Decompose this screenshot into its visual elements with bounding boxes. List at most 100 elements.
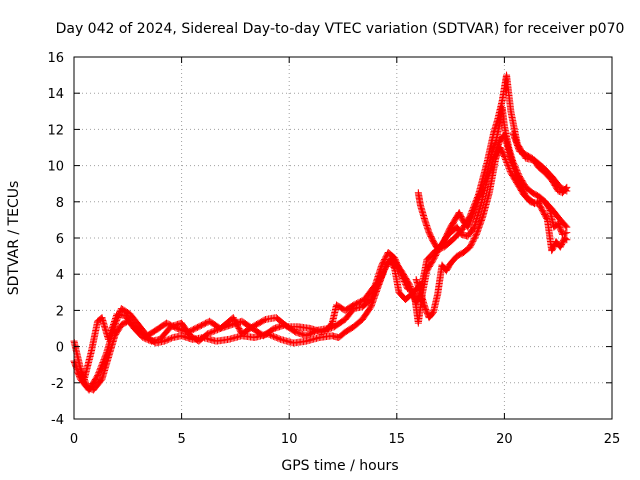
data-point [105, 332, 113, 340]
y-tick-label: 8 [56, 196, 64, 211]
data-point [145, 336, 153, 344]
data-point [376, 277, 384, 285]
data-point [501, 154, 509, 162]
data-point [208, 328, 216, 336]
data-point [160, 337, 168, 345]
x-tick-label: 0 [70, 432, 78, 447]
data-point [513, 167, 521, 175]
data-point [206, 329, 214, 337]
data-point [503, 160, 511, 168]
data-point [95, 369, 103, 377]
data-point [104, 335, 112, 343]
data-point [211, 327, 219, 335]
data-point [168, 334, 176, 342]
data-point [512, 164, 520, 172]
y-tick-label: 6 [56, 232, 64, 247]
data-point [212, 326, 220, 334]
y-tick-label: 2 [56, 304, 64, 319]
data-point [320, 327, 328, 335]
data-point [94, 370, 102, 378]
data-point [512, 165, 520, 173]
data-point [213, 326, 221, 334]
data-point [375, 279, 383, 287]
data-point [502, 157, 510, 165]
data-point [98, 360, 106, 368]
data-point [510, 161, 518, 169]
data-point [379, 269, 387, 277]
data-point [325, 325, 333, 333]
data-point [506, 167, 514, 175]
data-point [205, 329, 213, 337]
y-tick-label: 12 [47, 123, 64, 138]
y-tick-label: 16 [47, 51, 64, 66]
data-point [269, 332, 277, 340]
data-point [108, 325, 116, 333]
y-tick-label: 14 [47, 87, 64, 102]
data-point [162, 337, 170, 345]
data-point [275, 335, 283, 343]
y-tick-label: 4 [56, 268, 64, 283]
grid [74, 57, 612, 419]
data-point [379, 270, 387, 278]
data-point [319, 328, 327, 336]
x-tick-label: 5 [177, 432, 185, 447]
data-point [317, 328, 325, 336]
data-point [323, 326, 331, 334]
data-point [562, 184, 570, 192]
data-point [563, 183, 571, 191]
data-point [107, 328, 115, 336]
data-point [562, 222, 570, 230]
data-point [140, 334, 148, 342]
x-tick-label: 20 [496, 432, 513, 447]
y-tick-label: -2 [51, 377, 64, 392]
data-point [500, 153, 508, 161]
data-point [378, 272, 386, 280]
data-point [99, 359, 107, 367]
data-point [111, 316, 119, 324]
data-point [328, 324, 336, 332]
data-point [163, 336, 171, 344]
data-point [543, 215, 551, 223]
x-tick-label: 25 [604, 432, 621, 447]
data-point [271, 333, 279, 341]
data-point [108, 323, 116, 331]
data-point [111, 317, 119, 325]
data-point [562, 235, 570, 243]
axis-ticks: 0 5 10 15 20 25 -4 -2 0 2 4 6 8 10 12 14 16 [47, 51, 620, 447]
x-tick-label: 15 [389, 432, 406, 447]
data-point [110, 319, 118, 327]
data-point [514, 170, 522, 178]
data-point [563, 236, 571, 244]
data-point [107, 326, 115, 334]
data-point [97, 363, 105, 371]
data-point [272, 334, 280, 342]
data-point [209, 328, 217, 336]
data-point [505, 163, 513, 171]
data-point [112, 314, 120, 322]
data-point [274, 334, 282, 342]
data-point [203, 330, 211, 338]
data-point [510, 159, 518, 167]
y-tick-label: 0 [56, 341, 64, 356]
data-point [376, 276, 384, 284]
data-point [381, 264, 389, 272]
data-point [326, 325, 334, 332]
data-points [70, 71, 571, 394]
y-tick-label: -4 [51, 413, 64, 428]
data-point [105, 334, 113, 342]
data-point [514, 168, 522, 176]
chart-title: Day 042 of 2024, Sidereal Day-to-day VTE… [56, 21, 625, 37]
series-track-f [509, 129, 571, 197]
data-point [509, 158, 517, 166]
data-point [101, 354, 109, 362]
data-point [380, 266, 388, 274]
data-point [94, 372, 102, 380]
data-point [97, 364, 105, 372]
y-tick-label: 10 [47, 160, 64, 175]
data-point [166, 335, 174, 343]
data-point [380, 267, 388, 275]
data-point [511, 162, 519, 170]
data-point [100, 356, 108, 364]
data-point [559, 230, 567, 238]
